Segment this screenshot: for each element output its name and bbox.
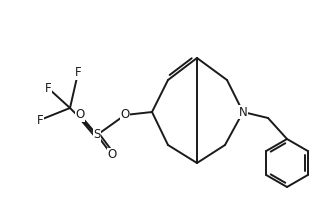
- Text: F: F: [45, 81, 51, 95]
- Text: O: O: [75, 108, 84, 122]
- Text: O: O: [120, 108, 130, 122]
- Text: F: F: [75, 67, 81, 79]
- Text: F: F: [37, 113, 43, 127]
- Text: O: O: [107, 148, 117, 161]
- Text: S: S: [93, 129, 101, 141]
- Text: N: N: [239, 106, 247, 118]
